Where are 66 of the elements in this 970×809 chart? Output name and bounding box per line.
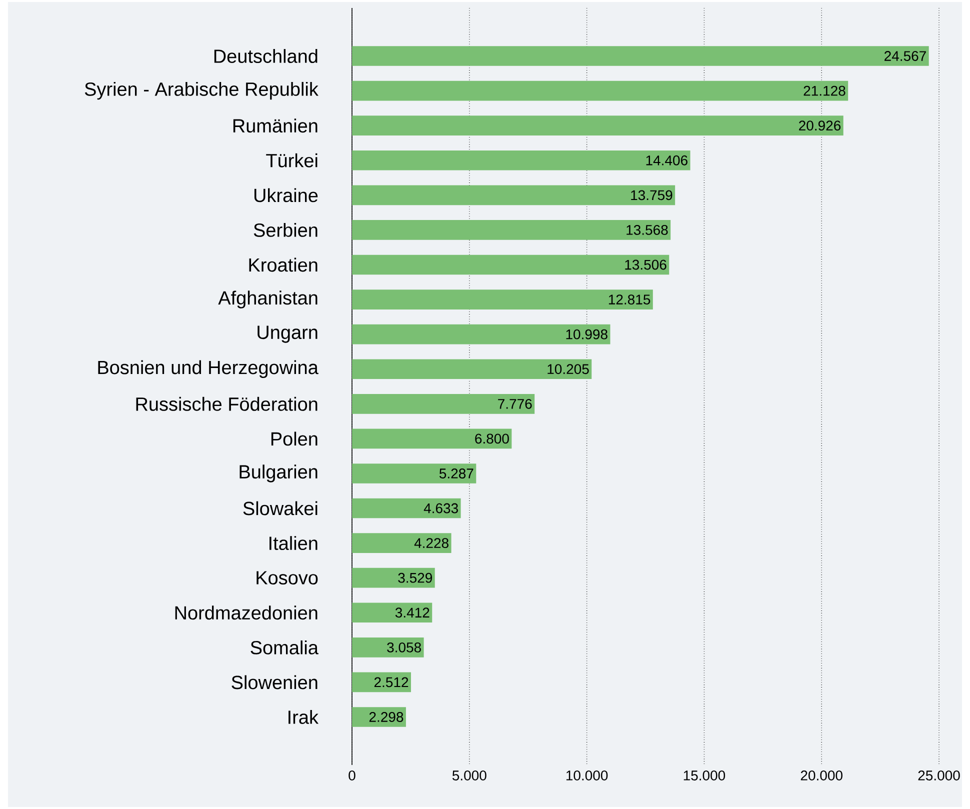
bar xyxy=(352,394,535,414)
y-tick-label: Ukraine xyxy=(254,188,318,202)
bar xyxy=(352,638,424,658)
data-label: 3.412 xyxy=(395,608,430,618)
y-tick-label: Bosnien und Herzegowina xyxy=(98,360,318,378)
y-tick-label: Polen xyxy=(271,432,318,446)
bar xyxy=(352,428,512,449)
y-tick-label: Serbien xyxy=(254,222,318,237)
data-label: 2.512 xyxy=(374,677,408,688)
y-tick-label: Irak xyxy=(288,710,319,724)
y-tick-label: Ungarn xyxy=(258,326,318,343)
data-label: 10.998 xyxy=(566,329,608,340)
y-tick-label: Rumänien xyxy=(233,118,318,133)
bar xyxy=(352,324,610,344)
y-tick-label: Italien xyxy=(270,536,318,550)
bar xyxy=(352,533,452,553)
y-tick-label: Syrien - Arabische Republik xyxy=(84,82,318,100)
y-tick-label: Afghanistan xyxy=(218,290,318,308)
bar xyxy=(352,498,461,518)
y-tick-label: Kroatien xyxy=(249,258,318,272)
bar xyxy=(352,46,929,66)
bar xyxy=(352,602,432,623)
bar xyxy=(352,464,476,484)
bar xyxy=(352,220,671,240)
data-label: 4.633 xyxy=(424,503,458,514)
data-label: 4.228 xyxy=(414,538,448,548)
data-label: 20.926 xyxy=(799,120,841,131)
y-tick-label: Deutschland xyxy=(214,49,318,63)
bar xyxy=(352,707,406,727)
x-tick-label: 25.000 xyxy=(918,770,960,780)
data-label: 7.776 xyxy=(498,398,532,409)
x-tick-label: 15.000 xyxy=(684,770,726,780)
bar xyxy=(352,568,435,588)
y-tick-label: Nordmazedonien xyxy=(175,606,318,620)
data-label: 24.567 xyxy=(884,51,926,61)
data-label: 13.568 xyxy=(626,224,668,235)
y-tick-label: Slowakei xyxy=(243,501,318,516)
x-tick-label: 20.000 xyxy=(800,770,842,780)
data-label: 14.406 xyxy=(646,155,688,166)
x-tick-label: 0 xyxy=(348,770,356,780)
data-label: 10.205 xyxy=(548,364,589,374)
bar xyxy=(352,290,653,310)
data-label: 12.815 xyxy=(608,294,650,304)
x-tick-label: 10.000 xyxy=(566,770,608,780)
data-label: 21.128 xyxy=(804,86,846,96)
y-tick-label: Somalia xyxy=(250,640,318,654)
data-label: 5.287 xyxy=(439,468,474,478)
bar xyxy=(352,80,848,101)
y-tick-label: Türkei xyxy=(266,153,318,168)
bar xyxy=(352,116,844,136)
data-label: 13.506 xyxy=(625,260,666,270)
x-tick-label: 5.000 xyxy=(452,770,486,780)
bar xyxy=(352,150,690,170)
y-tick-label: Bulgarien xyxy=(240,464,318,482)
y-tick-label: Slowenien xyxy=(232,675,318,690)
data-label: 3.058 xyxy=(387,642,421,652)
data-label: 2.298 xyxy=(369,712,404,722)
data-label: 3.529 xyxy=(398,572,432,583)
data-label: 6.800 xyxy=(475,434,509,444)
bar xyxy=(352,359,592,380)
data-label: 13.759 xyxy=(631,190,672,200)
y-tick-label: Kosovo xyxy=(256,571,318,584)
bar xyxy=(352,254,670,275)
bar xyxy=(352,672,411,692)
y-tick-label: Russische Föderation xyxy=(136,396,318,411)
bar xyxy=(352,185,676,206)
